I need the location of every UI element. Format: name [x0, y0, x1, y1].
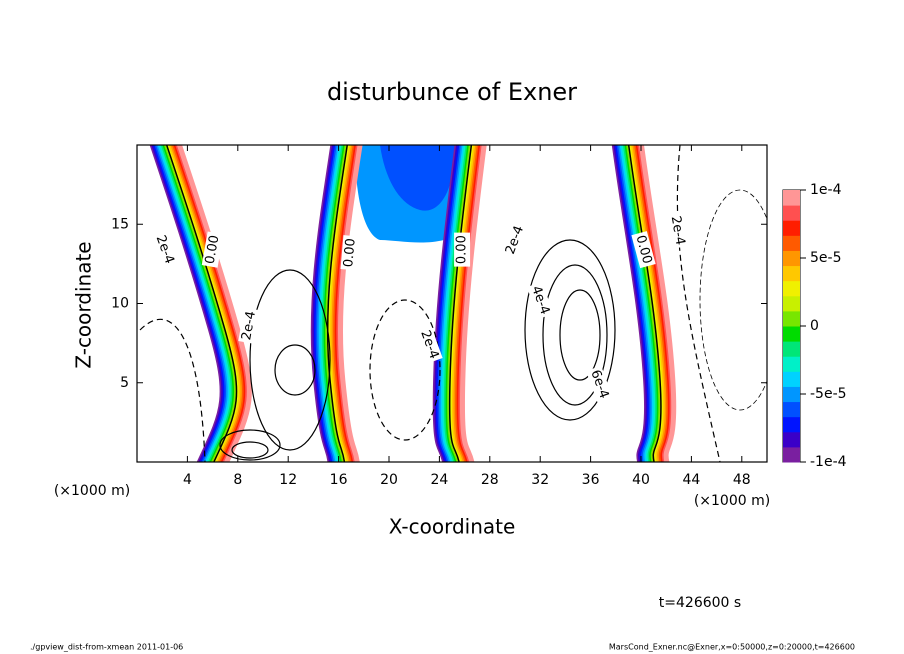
contour-label-bg: [631, 231, 656, 269]
colorbar-swatch: [783, 205, 800, 221]
colorbar-swatch: [783, 356, 800, 372]
x-unit: (×1000 m): [694, 493, 770, 509]
footer-right: MarsCond_Exner.nc@Exner,x=0:50000,z=0:20…: [609, 643, 855, 652]
colorbar-swatch: [783, 431, 800, 448]
colorbar-swatch: [783, 326, 800, 342]
contour-label: 0.00: [203, 234, 223, 265]
contour-label-bg: [201, 231, 224, 268]
y-unit: (×1000 m): [54, 483, 130, 499]
x-tick-label: 20: [380, 472, 398, 488]
contour-label-bg: [526, 281, 554, 320]
footer-left: ./gpview_dist-from-xmean 2011-01-06: [30, 643, 183, 652]
contour-label-bg: [415, 325, 443, 364]
y-tick-label: 10: [111, 296, 129, 312]
x-tick-label: 8: [233, 472, 242, 488]
colorbar-swatch: [783, 190, 800, 206]
contour-label-bg: [340, 235, 360, 271]
contour-label-bg: [238, 307, 260, 344]
field: [136, 144, 768, 463]
x-tick-label: 40: [632, 472, 650, 488]
colorbar-tick-label: -1e-4: [810, 454, 847, 470]
contour-label-bg: [501, 221, 529, 259]
contour-label-bg: [586, 365, 613, 404]
colorbar-swatch: [783, 295, 800, 312]
time-label: t=426600 s: [659, 595, 741, 611]
x-tick-label: 4: [183, 472, 192, 488]
y-axis-label: Z-coordinate: [72, 241, 96, 368]
x-tick-label: 24: [430, 472, 448, 488]
colorbar-tick-label: -5e-5: [810, 386, 847, 402]
x-axis-label: X-coordinate: [389, 515, 516, 539]
colorbar-tick-label: 0: [810, 318, 819, 334]
colorbar-swatch: [783, 401, 800, 418]
colorbar-tick-label: 5e-5: [810, 250, 841, 266]
y-tick-label: 5: [120, 375, 129, 391]
contour-label: 0.00: [341, 238, 358, 268]
contour-label: 0.00: [455, 235, 470, 264]
x-tick-label: 16: [330, 472, 348, 488]
chart-title: disturbunce of Exner: [327, 78, 577, 106]
colorbar-swatch: [783, 220, 800, 236]
colorbar-swatch: [783, 371, 800, 387]
contour-label-bg: [454, 232, 471, 267]
colorbar-swatch: [783, 250, 800, 267]
contour-label-bg: [151, 230, 179, 269]
x-tick-label: 12: [279, 472, 297, 488]
y-tick-label: 15: [111, 216, 129, 232]
colorbar-swatch: [783, 416, 800, 433]
colorbar-swatch: [783, 386, 800, 403]
contour-label: 2e-4: [239, 310, 259, 341]
colorbar-tick-label: 1e-4: [810, 182, 842, 198]
contour-label: 0.00: [633, 234, 655, 266]
colorbar-swatch: [783, 280, 800, 297]
x-tick-label: 32: [531, 472, 549, 488]
contour-label-bg: [666, 212, 689, 249]
x-tick-label: 48: [733, 472, 751, 488]
x-tick-label: 28: [481, 472, 499, 488]
colorbar-swatch: [783, 235, 800, 251]
x-tick-label: 36: [582, 472, 600, 488]
colorbar-swatch: [783, 446, 800, 463]
colorbar-swatch: [783, 265, 800, 282]
colorbar-swatch: [783, 341, 800, 357]
colorbar-swatch: [783, 310, 800, 327]
contour-label: 2e-4: [668, 215, 688, 246]
x-tick-label: 44: [682, 472, 700, 488]
